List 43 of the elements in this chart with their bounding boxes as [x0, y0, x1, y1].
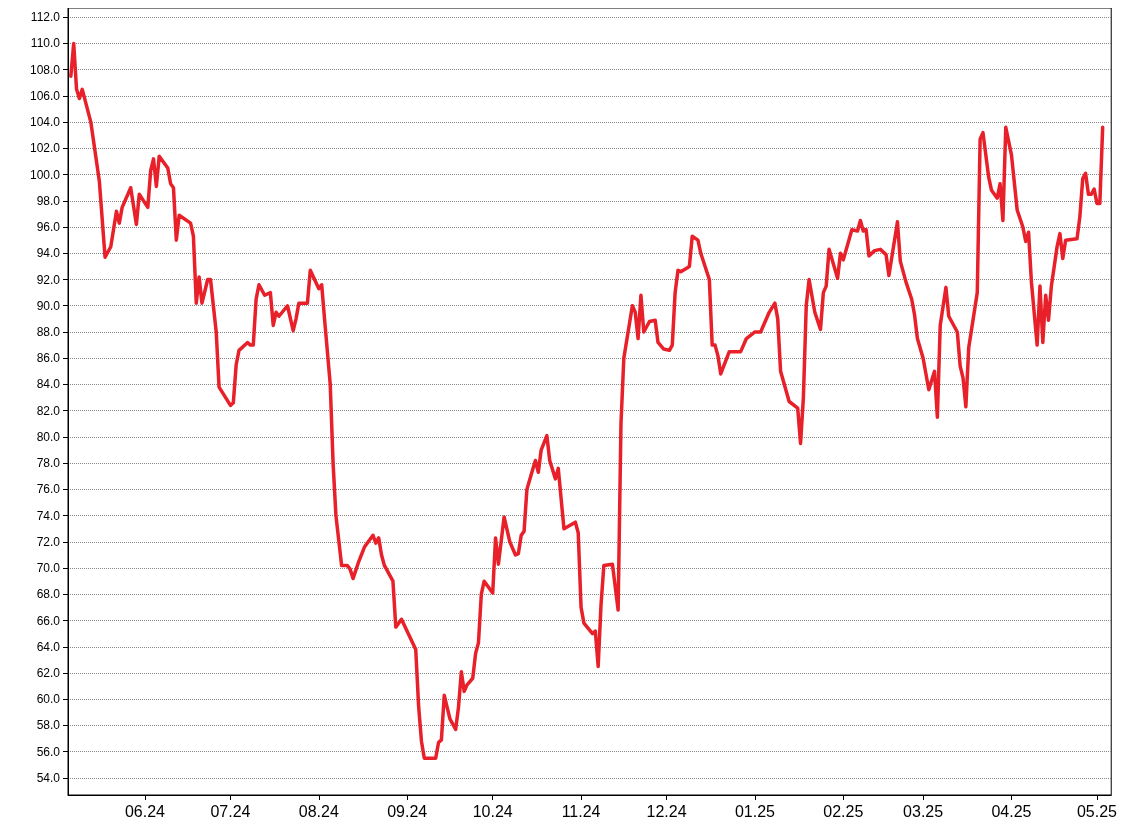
- y-tick-label: 100.0: [29, 167, 61, 182]
- x-tick-label: 10.24: [472, 802, 513, 820]
- y-tick-label: 54.0: [36, 770, 61, 785]
- x-tick-label: 11.24: [561, 802, 601, 820]
- y-tick-label: 78.0: [36, 456, 61, 471]
- y-tick-label: 104.0: [29, 115, 61, 130]
- y-tick-label: 64.0: [36, 639, 61, 654]
- y-tick-label: 112.0: [30, 10, 61, 25]
- x-tick-label: 05.25: [1076, 802, 1118, 820]
- y-tick-label: 98.0: [36, 193, 61, 208]
- y-tick-label: 102.0: [29, 141, 61, 156]
- x-tick-label: 12.24: [646, 802, 687, 820]
- y-tick-label: 96.0: [36, 220, 61, 235]
- y-tick-label: 62.0: [36, 666, 61, 681]
- x-tick-label: 01.25: [734, 802, 776, 820]
- y-tick-label: 86.0: [36, 351, 61, 366]
- y-tick-label: 110.0: [30, 36, 61, 51]
- y-tick-label: 84.0: [36, 377, 61, 392]
- y-tick-label: 108.0: [29, 62, 61, 77]
- y-tick-label: 66.0: [36, 613, 61, 628]
- y-tick-label: 80.0: [36, 429, 61, 444]
- x-tick-label: 03.25: [903, 802, 944, 820]
- y-tick-label: 56.0: [36, 744, 61, 759]
- y-tick-label: 68.0: [36, 587, 61, 602]
- y-tick-label: 90.0: [36, 298, 61, 313]
- y-tick-label: 72.0: [36, 534, 61, 549]
- y-tick-label: 58.0: [36, 718, 61, 733]
- x-tick-label: 08.24: [298, 802, 339, 820]
- y-tick-label: 70.0: [36, 561, 61, 576]
- y-tick-label: 74.0: [36, 508, 61, 523]
- x-tick-label: 04.25: [991, 802, 1032, 820]
- y-tick-label: 76.0: [36, 482, 61, 497]
- x-tick-label: 07.24: [210, 802, 251, 820]
- y-tick-label: 94.0: [36, 246, 61, 261]
- line-series: [69, 41, 1105, 761]
- y-tick-label: 82.0: [36, 403, 61, 418]
- y-tick-label: 88.0: [36, 324, 61, 339]
- y-tick-label: 60.0: [36, 692, 61, 707]
- x-tick-label: 02.25: [823, 802, 864, 820]
- y-tick-label: 92.0: [36, 272, 61, 287]
- x-tick-label: 09.24: [387, 802, 428, 820]
- y-tick-label: 106.0: [29, 88, 61, 103]
- x-tick-label: 06.24: [124, 802, 166, 820]
